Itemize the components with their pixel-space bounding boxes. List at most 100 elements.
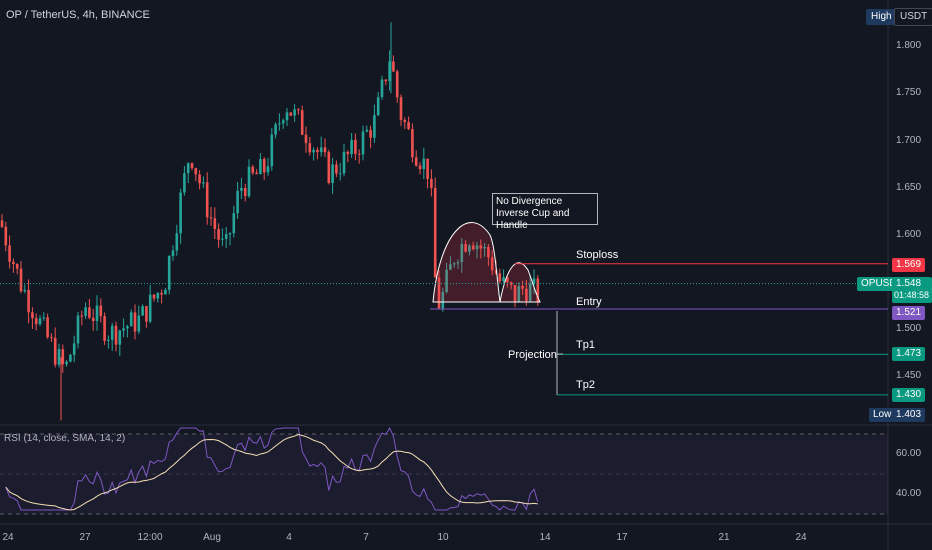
candle-body bbox=[236, 190, 239, 214]
candle-body bbox=[403, 119, 407, 123]
time-tick: 24 bbox=[2, 532, 14, 543]
current-price-badge: 1.548 01:48:58 bbox=[892, 277, 932, 303]
time-tick: 17 bbox=[616, 532, 628, 543]
candle-body bbox=[243, 187, 247, 197]
candle-body bbox=[536, 278, 540, 302]
candle-body bbox=[369, 129, 372, 138]
symbol-title[interactable]: OP / TetherUS, 4h, BINANCE bbox=[6, 9, 150, 21]
current-price: 1.548 bbox=[896, 278, 922, 289]
candle-body bbox=[259, 159, 262, 175]
candle-body bbox=[392, 61, 395, 72]
candle-body bbox=[19, 268, 23, 292]
scale-mode-button[interactable]: High bbox=[866, 9, 897, 25]
candle-body bbox=[528, 283, 532, 301]
candle-body bbox=[34, 318, 38, 325]
candle-body bbox=[327, 152, 331, 183]
tp2-label: Tp2 bbox=[576, 379, 595, 391]
candle-body bbox=[281, 120, 285, 124]
candle-body bbox=[525, 288, 528, 301]
price-tick: 1.600 bbox=[896, 229, 922, 240]
price-tick: 1.650 bbox=[896, 182, 922, 193]
candle-body bbox=[221, 238, 224, 240]
candle-body bbox=[95, 305, 99, 322]
candle-body bbox=[346, 151, 350, 155]
candle-body bbox=[133, 312, 137, 332]
tp1-label: Tp1 bbox=[576, 339, 595, 351]
candle-body bbox=[487, 246, 490, 258]
candle-body bbox=[308, 143, 312, 153]
candle-body bbox=[179, 192, 182, 234]
entry-label: Entry bbox=[576, 296, 602, 308]
candle-body bbox=[65, 361, 68, 365]
candle-body bbox=[342, 151, 346, 174]
candle-body bbox=[107, 339, 110, 341]
candle-body bbox=[490, 257, 494, 271]
rsi-tick: 60.00 bbox=[896, 448, 922, 459]
candle-body bbox=[194, 168, 198, 175]
candle-body bbox=[388, 61, 391, 82]
candle-body bbox=[262, 159, 266, 173]
candle-body bbox=[407, 122, 410, 130]
candle-body bbox=[4, 226, 8, 246]
candle-body bbox=[31, 312, 34, 319]
candle-body bbox=[152, 294, 156, 299]
candle-body bbox=[99, 305, 103, 317]
candle-body bbox=[323, 147, 327, 153]
candle-body bbox=[285, 112, 289, 121]
candle-body bbox=[122, 328, 125, 331]
time-tick: 14 bbox=[539, 532, 551, 543]
price-tick: 1.500 bbox=[896, 323, 922, 334]
candle-body bbox=[126, 326, 129, 329]
candle-body bbox=[331, 164, 334, 183]
candle-body bbox=[270, 134, 274, 167]
candle-body bbox=[304, 134, 308, 144]
candle-body bbox=[521, 285, 524, 289]
tp1-price-badge: 1.473 bbox=[892, 347, 926, 361]
candle-body bbox=[411, 129, 414, 158]
candle-body bbox=[274, 124, 277, 135]
rsi-legend[interactable]: RSI (14, close, SMA, 14, 2) bbox=[4, 433, 126, 444]
candle-body bbox=[376, 97, 380, 116]
candle-body bbox=[452, 263, 456, 265]
candle-body bbox=[502, 277, 505, 282]
time-tick: 21 bbox=[718, 532, 730, 543]
candle-body bbox=[190, 163, 194, 169]
candle-body bbox=[456, 262, 460, 264]
candle-body bbox=[433, 187, 437, 278]
candle-body bbox=[232, 213, 236, 234]
currency-button[interactable]: USDT bbox=[894, 8, 932, 26]
candle-body bbox=[91, 317, 95, 322]
cup-shape bbox=[432, 222, 501, 303]
candle-body bbox=[384, 79, 388, 82]
candle-body bbox=[316, 149, 319, 153]
candle-body bbox=[513, 285, 517, 302]
candle-body bbox=[338, 173, 342, 175]
stoploss-label: Stoploss bbox=[576, 249, 619, 261]
candle-body bbox=[198, 174, 201, 184]
stoploss-price-badge: 1.569 bbox=[892, 258, 926, 272]
candle-body bbox=[148, 294, 152, 322]
candle-body bbox=[118, 330, 122, 345]
candle-body bbox=[72, 343, 76, 355]
candle-body bbox=[50, 337, 53, 339]
candle-body bbox=[84, 307, 87, 316]
candle-body bbox=[460, 243, 464, 263]
candle-body bbox=[137, 315, 141, 332]
candle-body bbox=[441, 291, 445, 309]
candle-body bbox=[164, 289, 167, 295]
candle-body bbox=[297, 109, 300, 111]
candle-body bbox=[350, 139, 353, 155]
time-tick: 7 bbox=[363, 532, 369, 543]
price-tick: 1.800 bbox=[896, 40, 922, 51]
candle-body bbox=[278, 123, 281, 125]
time-tick: 27 bbox=[79, 532, 91, 543]
candle-body bbox=[445, 269, 448, 292]
time-tick: 10 bbox=[437, 532, 449, 543]
candle-body bbox=[69, 354, 72, 362]
candle-body bbox=[247, 166, 251, 197]
pattern-note[interactable]: No Divergence Inverse Cup and Handle bbox=[492, 193, 598, 231]
candle-body bbox=[471, 245, 475, 250]
candle-body bbox=[156, 292, 160, 299]
tp2-price-badge: 1.430 bbox=[892, 388, 926, 402]
